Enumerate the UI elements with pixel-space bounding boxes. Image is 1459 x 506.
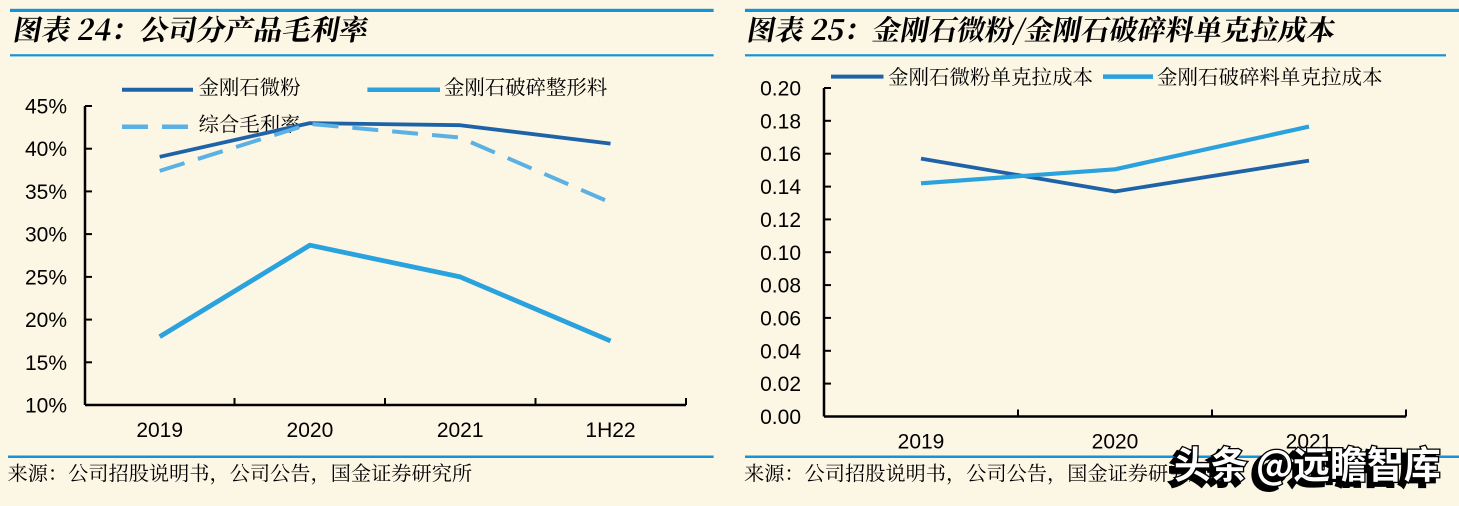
svg-text:10%: 10% [25, 395, 67, 418]
svg-text:15%: 15% [25, 352, 67, 375]
svg-text:2020: 2020 [287, 419, 334, 442]
svg-text:0.10: 0.10 [760, 242, 801, 265]
svg-text:0.06: 0.06 [760, 307, 801, 330]
svg-text:0.16: 0.16 [760, 143, 801, 166]
svg-text:35%: 35% [25, 181, 67, 204]
svg-text:0.20: 0.20 [760, 78, 801, 101]
svg-text:0.00: 0.00 [760, 406, 801, 429]
svg-text:0.12: 0.12 [760, 209, 801, 232]
svg-text:30%: 30% [25, 224, 67, 247]
svg-text:2019: 2019 [898, 431, 945, 454]
svg-text:0.18: 0.18 [760, 110, 801, 133]
svg-text:0.02: 0.02 [760, 373, 801, 396]
svg-text:2020: 2020 [1092, 431, 1139, 454]
svg-text:1H22: 1H22 [585, 419, 635, 442]
svg-text:20%: 20% [25, 309, 67, 332]
svg-text:25%: 25% [25, 266, 67, 289]
svg-text:40%: 40% [25, 138, 67, 161]
svg-text:2021: 2021 [437, 419, 484, 442]
svg-text:0.04: 0.04 [760, 340, 801, 363]
svg-text:0.08: 0.08 [760, 275, 801, 298]
svg-text:45%: 45% [25, 96, 67, 119]
svg-text:0.14: 0.14 [760, 176, 801, 199]
svg-text:2019: 2019 [136, 419, 183, 442]
